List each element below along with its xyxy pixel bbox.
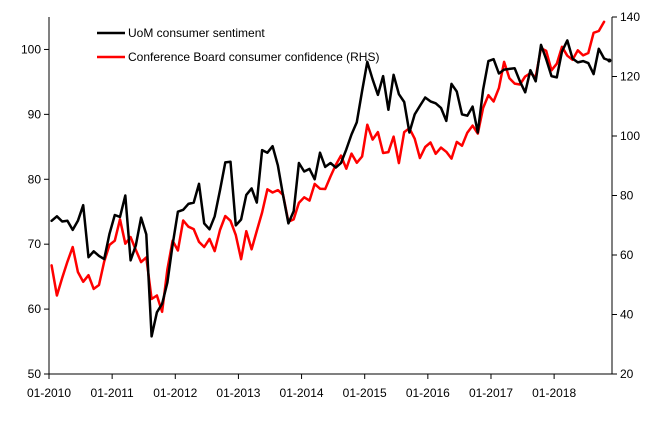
- left-tick-label: 70: [28, 237, 42, 251]
- right-tick-label: 20: [620, 367, 634, 381]
- x-tick-label: 01-2011: [91, 386, 134, 400]
- left-tick-label: 100: [21, 42, 41, 56]
- left-tick-label: 60: [28, 302, 42, 316]
- left-tick-label: 50: [28, 367, 42, 381]
- right-y-axis: 20 40 60 80 100 120 140: [612, 10, 640, 381]
- right-tick-label: 120: [620, 70, 640, 84]
- right-tick-label: 40: [620, 308, 634, 322]
- left-tick-label: 90: [28, 107, 42, 121]
- x-axis: 01-2010 01-2011 01-2012 01-2013 01-2014 01-20…: [27, 374, 576, 400]
- right-tick-label: 100: [620, 129, 640, 143]
- last-point-marker: [607, 58, 612, 63]
- conference-board-confidence-line: [50, 20, 606, 314]
- x-tick-label: 01-2013: [216, 386, 260, 400]
- legend: UoM consumer sentiment Conference Board …: [97, 26, 379, 64]
- uom-sentiment-line: [50, 39, 611, 338]
- x-tick-label: 01-2012: [153, 386, 197, 400]
- x-tick-label: 01-2018: [532, 386, 576, 400]
- plot-frame: [48, 17, 613, 375]
- legend-label-uom: UoM consumer sentiment: [128, 26, 265, 40]
- left-y-axis: 50 60 70 80 90 100: [21, 42, 49, 381]
- right-tick-label: 80: [620, 189, 634, 203]
- x-tick-label: 01-2014: [280, 386, 324, 400]
- legend-label-conference-board: Conference Board consumer confidence (RH…: [128, 50, 379, 64]
- right-tick-label: 60: [620, 248, 634, 262]
- x-tick-label: 01-2017: [469, 386, 513, 400]
- x-tick-label: 01-2010: [27, 386, 71, 400]
- right-tick-label: 140: [620, 10, 640, 24]
- x-tick-label: 01-2015: [343, 386, 387, 400]
- x-tick-label: 01-2016: [406, 386, 450, 400]
- series-layer: [50, 20, 612, 338]
- left-tick-label: 80: [28, 172, 42, 186]
